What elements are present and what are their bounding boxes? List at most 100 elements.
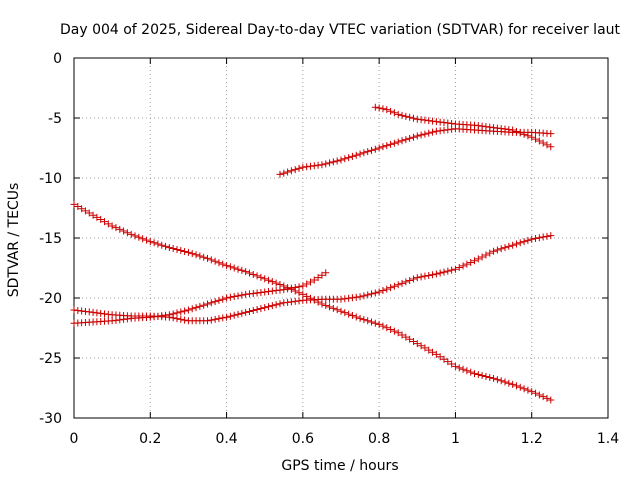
data-point <box>505 242 513 250</box>
data-point <box>127 230 135 238</box>
data-point <box>329 304 337 312</box>
data-point <box>528 235 536 243</box>
data-point <box>547 232 555 240</box>
data-point <box>253 306 261 314</box>
data-point <box>242 268 250 276</box>
data-point <box>528 388 536 396</box>
data-point <box>184 306 192 314</box>
data-point <box>181 316 189 324</box>
data-point <box>356 293 364 301</box>
data-point <box>204 300 211 308</box>
data-point <box>421 272 429 280</box>
x-tick-label: 1.4 <box>597 431 619 447</box>
data-point <box>547 143 555 151</box>
data-point <box>249 306 257 314</box>
data-point <box>219 314 227 322</box>
data-point <box>375 320 383 328</box>
data-point <box>497 245 505 253</box>
data-point <box>223 294 231 302</box>
data-point <box>169 245 177 253</box>
data-point <box>238 291 246 299</box>
data-point <box>165 311 173 319</box>
y-tick-label: -5 <box>48 111 62 127</box>
data-point <box>402 112 410 120</box>
data-point <box>184 248 192 256</box>
data-point <box>463 260 471 268</box>
data-point <box>295 283 303 291</box>
data-point <box>390 109 398 117</box>
data-point <box>101 218 109 226</box>
data-point <box>70 200 78 208</box>
data-point <box>451 362 459 370</box>
data-point <box>535 391 543 399</box>
data-point <box>234 292 242 300</box>
data-point <box>444 358 452 366</box>
data-point <box>482 372 490 380</box>
data-point <box>543 232 551 240</box>
data-point <box>154 240 162 248</box>
data-point <box>478 372 486 380</box>
data-point <box>379 105 387 113</box>
data-point <box>116 225 124 233</box>
data-point <box>547 396 555 404</box>
data-point <box>204 317 211 325</box>
data-point <box>226 293 234 301</box>
data-point <box>539 233 547 241</box>
data-point <box>413 132 421 140</box>
y-tick-label: -10 <box>39 171 62 187</box>
data-point <box>421 130 429 138</box>
data-point <box>383 142 391 150</box>
data-point <box>142 236 150 244</box>
data-point <box>333 306 341 314</box>
data-point <box>158 241 166 249</box>
x-tick-label: 0.4 <box>215 431 237 447</box>
data-point <box>379 143 387 151</box>
data-point <box>291 166 299 174</box>
data-point <box>535 137 543 145</box>
data-point <box>215 296 223 304</box>
x-tick-label: 1.2 <box>521 431 543 447</box>
data-point <box>303 280 311 288</box>
data-point <box>532 135 540 143</box>
data-point <box>398 137 406 145</box>
data-point <box>482 251 490 259</box>
data-point <box>383 285 391 293</box>
data-point <box>245 269 253 277</box>
data-point <box>74 203 82 211</box>
data-point <box>177 246 185 254</box>
data-point <box>211 298 219 306</box>
data-point <box>451 265 459 273</box>
data-point <box>265 303 273 311</box>
data-point <box>85 209 93 217</box>
data-point <box>425 271 433 279</box>
data-point <box>131 232 139 240</box>
data-point <box>493 246 501 254</box>
data-point <box>539 393 547 401</box>
data-point <box>207 316 215 324</box>
data-point <box>192 251 200 259</box>
data-point <box>345 154 353 162</box>
data-point <box>348 152 356 160</box>
data-point <box>322 269 330 277</box>
x-tick-label: 0.8 <box>368 431 390 447</box>
data-point <box>284 168 292 176</box>
chart-title: Day 004 of 2025, Sidereal Day-to-day VTE… <box>60 22 621 38</box>
data-point <box>97 216 105 224</box>
data-point <box>368 290 376 298</box>
data-point <box>524 236 532 244</box>
data-point <box>245 307 253 315</box>
data-point <box>406 276 414 284</box>
data-point <box>486 249 494 257</box>
data-point <box>223 313 231 321</box>
data-point <box>200 301 208 309</box>
data-point <box>337 156 345 164</box>
series-track-1 <box>70 200 555 404</box>
data-point <box>455 364 463 372</box>
data-point <box>398 279 406 287</box>
data-point <box>181 307 189 315</box>
data-point <box>108 222 116 230</box>
data-point <box>318 271 326 279</box>
data-point <box>93 213 101 221</box>
data-point <box>493 376 501 384</box>
data-point <box>314 274 322 282</box>
